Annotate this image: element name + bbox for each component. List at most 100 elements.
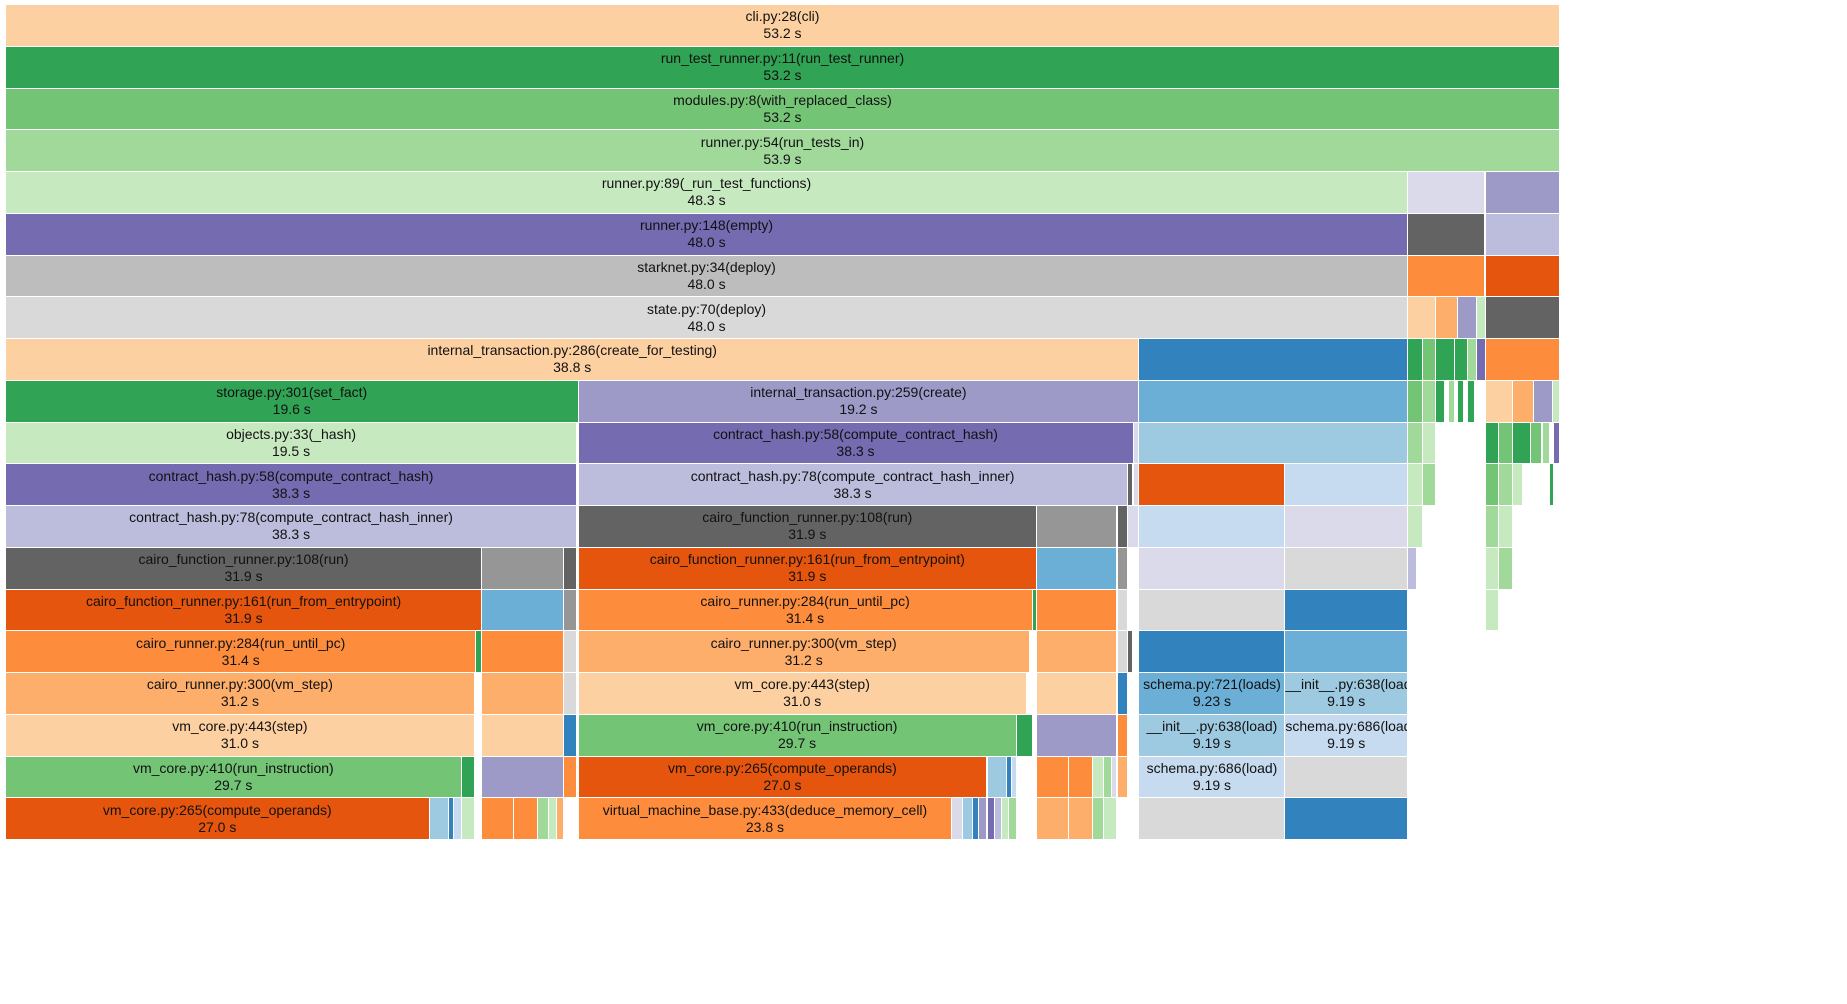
flame-sub-block[interactable] [1016, 714, 1033, 757]
flame-sub-block[interactable] [1037, 714, 1118, 757]
flame-block[interactable]: vm_core.py:443(step) 31.0 s [578, 673, 1027, 715]
flame-sub-block[interactable] [1485, 297, 1560, 340]
flame-sub-block[interactable] [556, 798, 564, 841]
flame-sub-block[interactable] [1457, 380, 1464, 423]
flame-sub-block[interactable] [1408, 172, 1486, 214]
flame-sub-block[interactable] [1037, 506, 1118, 548]
flame-sub-block[interactable] [563, 547, 577, 590]
flame-sub-block[interactable] [1104, 756, 1112, 799]
flame-block[interactable]: contract_hash.py:78(compute_contract_has… [578, 464, 1128, 507]
flame-sub-block[interactable] [952, 798, 963, 841]
flame-sub-block[interactable] [563, 714, 577, 757]
flame-sub-block[interactable] [1422, 464, 1436, 507]
flame-sub-block[interactable] [1530, 422, 1543, 465]
flame-sub-block[interactable] [537, 798, 550, 841]
flame-sub-block[interactable] [1435, 380, 1445, 423]
flame-block[interactable]: virtual_machine_base.py:433(deduce_memor… [578, 798, 953, 841]
flame-sub-block[interactable] [482, 714, 564, 757]
flame-block[interactable]: __init__.py:638(load) 9.19 s [1285, 673, 1409, 715]
flame-sub-block[interactable] [1435, 297, 1458, 340]
flame-sub-block[interactable] [1408, 506, 1423, 548]
flame-sub-block[interactable] [1549, 464, 1555, 507]
flame-sub-block[interactable] [1069, 756, 1093, 799]
flame-sub-block[interactable] [1485, 172, 1560, 214]
flame-sub-block[interactable] [1285, 798, 1409, 841]
flame-sub-block[interactable] [1092, 756, 1105, 799]
flame-block[interactable]: cairo_runner.py:284(run_until_pc) 31.4 s [578, 589, 1033, 632]
flame-sub-block[interactable] [978, 798, 988, 841]
flame-sub-block[interactable] [987, 798, 995, 841]
flame-sub-block[interactable] [1408, 380, 1423, 423]
flame-block[interactable]: vm_core.py:265(compute_operands) 27.0 s [578, 756, 988, 799]
flame-sub-block[interactable] [1285, 506, 1409, 548]
flame-sub-block[interactable] [482, 631, 564, 674]
flame-sub-block[interactable] [1285, 547, 1409, 590]
flame-sub-block[interactable] [482, 547, 564, 590]
flame-sub-block[interactable] [1498, 422, 1514, 465]
flame-sub-block[interactable] [1133, 464, 1140, 507]
flame-sub-block[interactable] [1104, 798, 1118, 841]
flame-sub-block[interactable] [1037, 798, 1070, 841]
flame-block[interactable]: contract_hash.py:58(compute_contract_has… [6, 464, 578, 507]
flame-sub-block[interactable] [563, 756, 577, 799]
flame-block[interactable]: schema.py:721(loads) 9.23 s [1139, 673, 1286, 715]
flame-sub-block[interactable] [962, 798, 973, 841]
flame-sub-block[interactable] [1485, 464, 1499, 507]
flame-sub-block[interactable] [1139, 631, 1286, 674]
flame-sub-block[interactable] [1476, 297, 1486, 340]
flame-block[interactable]: cairo_function_runner.py:108(run) 31.9 s [578, 506, 1038, 548]
flame-sub-block[interactable] [482, 798, 515, 841]
flame-sub-block[interactable] [1285, 589, 1409, 632]
flame-sub-block[interactable] [1012, 756, 1017, 799]
flame-block[interactable]: modules.py:8(with_replaced_class) 53.2 s [6, 88, 1560, 131]
flame-block[interactable]: run_test_runner.py:11(run_test_runner) 53… [6, 46, 1560, 89]
flame-sub-block[interactable] [1449, 380, 1455, 423]
flame-sub-block[interactable] [1408, 339, 1423, 381]
flame-block[interactable]: state.py:70(deploy) 48.0 s [6, 297, 1409, 340]
flame-sub-block[interactable] [1498, 464, 1514, 507]
flame-sub-block[interactable] [549, 798, 557, 841]
flame-block[interactable]: internal_transaction.py:259(create) 19.2 … [578, 380, 1140, 423]
flame-sub-block[interactable] [1408, 255, 1486, 298]
flame-sub-block[interactable] [514, 798, 538, 841]
flame-sub-block[interactable] [1454, 339, 1468, 381]
flame-sub-block[interactable] [1468, 339, 1477, 381]
flame-sub-block[interactable] [1139, 547, 1286, 590]
flame-sub-block[interactable] [1032, 589, 1038, 632]
flame-sub-block[interactable] [1422, 380, 1436, 423]
flame-sub-block[interactable] [1127, 464, 1134, 507]
flame-sub-block[interactable] [1457, 297, 1477, 340]
flame-sub-block[interactable] [1002, 798, 1010, 841]
flame-block[interactable]: vm_core.py:410(run_instruction) 29.7 s [578, 714, 1017, 757]
flame-sub-block[interactable] [994, 798, 1003, 841]
flame-sub-block[interactable] [1117, 673, 1128, 715]
flame-sub-block[interactable] [1285, 464, 1409, 507]
flame-sub-block[interactable] [1513, 380, 1534, 423]
flame-sub-block[interactable] [454, 798, 462, 841]
flame-sub-block[interactable] [1554, 422, 1560, 465]
flame-sub-block[interactable] [1485, 422, 1499, 465]
flame-sub-block[interactable] [461, 798, 475, 841]
flame-sub-block[interactable] [1111, 756, 1118, 799]
flame-sub-block[interactable] [563, 631, 577, 674]
flame-sub-block[interactable] [563, 673, 577, 715]
flame-block[interactable]: vm_core.py:410(run_instruction) 29.7 s [6, 756, 462, 799]
flame-block[interactable]: contract_hash.py:58(compute_contract_has… [578, 422, 1134, 465]
flame-sub-block[interactable] [1037, 547, 1118, 590]
flame-sub-block[interactable] [1498, 506, 1514, 548]
flame-block[interactable]: contract_hash.py:78(compute_contract_has… [6, 506, 578, 548]
flame-sub-block[interactable] [972, 798, 979, 841]
flame-sub-block[interactable] [429, 798, 449, 841]
flame-sub-block[interactable] [1476, 339, 1486, 381]
flame-sub-block[interactable] [1127, 631, 1134, 674]
flame-sub-block[interactable] [1092, 798, 1105, 841]
flame-sub-block[interactable] [1117, 631, 1128, 674]
flame-sub-block[interactable] [1037, 589, 1118, 632]
flame-block[interactable]: internal_transaction.py:286(create_for_t… [6, 339, 1140, 381]
flame-sub-block[interactable] [448, 798, 455, 841]
flame-sub-block[interactable] [1139, 464, 1286, 507]
flame-sub-block[interactable] [1037, 756, 1070, 799]
flame-sub-block[interactable] [1117, 589, 1128, 632]
flame-sub-block[interactable] [1485, 213, 1560, 256]
flame-sub-block[interactable] [1139, 506, 1286, 548]
